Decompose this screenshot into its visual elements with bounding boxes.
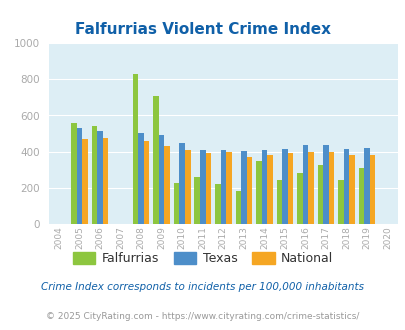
Bar <box>369 155 375 224</box>
Bar <box>276 180 281 224</box>
Text: Falfurrias Violent Crime Index: Falfurrias Violent Crime Index <box>75 22 330 37</box>
Bar <box>256 161 261 224</box>
Bar <box>200 150 205 224</box>
Bar <box>71 123 77 224</box>
Bar <box>322 145 328 224</box>
Bar <box>77 128 82 224</box>
Bar <box>281 149 287 224</box>
Bar <box>358 168 363 224</box>
Bar <box>102 138 108 224</box>
Bar <box>158 135 164 224</box>
Bar <box>164 146 170 224</box>
Legend: Falfurrias, Texas, National: Falfurrias, Texas, National <box>68 247 337 270</box>
Bar <box>220 150 226 224</box>
Bar <box>337 180 343 224</box>
Bar <box>307 152 313 224</box>
Bar <box>328 152 333 224</box>
Bar <box>153 95 158 224</box>
Bar <box>194 177 200 224</box>
Bar <box>348 155 354 224</box>
Bar <box>143 142 149 224</box>
Bar <box>261 150 266 224</box>
Bar <box>235 191 241 224</box>
Bar <box>226 152 231 224</box>
Bar <box>97 131 102 224</box>
Bar <box>215 184 220 224</box>
Bar <box>179 143 185 224</box>
Bar <box>302 145 307 224</box>
Bar <box>363 148 369 224</box>
Bar <box>317 165 322 224</box>
Bar <box>82 140 87 224</box>
Bar <box>343 149 348 224</box>
Bar <box>246 157 252 224</box>
Text: © 2025 CityRating.com - https://www.cityrating.com/crime-statistics/: © 2025 CityRating.com - https://www.city… <box>46 312 359 321</box>
Bar <box>132 74 138 224</box>
Bar <box>138 133 143 224</box>
Text: Crime Index corresponds to incidents per 100,000 inhabitants: Crime Index corresponds to incidents per… <box>41 282 364 292</box>
Bar <box>296 173 302 224</box>
Bar <box>205 152 211 224</box>
Bar <box>173 183 179 224</box>
Bar <box>92 126 97 224</box>
Bar <box>241 151 246 224</box>
Bar <box>185 150 190 224</box>
Bar <box>266 155 272 224</box>
Bar <box>287 152 292 224</box>
